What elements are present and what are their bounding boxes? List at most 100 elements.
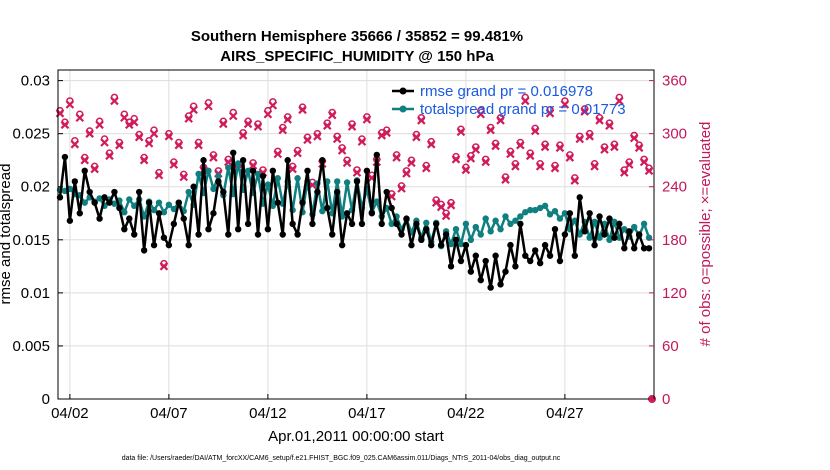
rmse-point: [185, 241, 192, 249]
rmse-point: [576, 194, 583, 201]
totalspread-point: [185, 188, 192, 196]
rmse-point: [556, 257, 564, 265]
rmse-point: [383, 188, 390, 196]
totalspread-point: [452, 225, 460, 233]
obs-evaluated-point: [110, 96, 119, 106]
rmse-point: [497, 281, 504, 288]
y2-tick-label: 180: [662, 232, 687, 249]
obs-evaluated-point: [189, 105, 198, 115]
obs-evaluated-point: [224, 157, 233, 167]
totalspread-point: [210, 185, 217, 193]
obs-evaluated-point: [595, 116, 604, 125]
obs-evaluated-point: [451, 155, 461, 164]
totalspread-point: [507, 220, 514, 228]
obs-evaluated-point: [332, 134, 342, 144]
obs-evaluated-point: [164, 132, 174, 141]
totalspread-point: [388, 220, 395, 228]
rmse-point: [601, 231, 608, 238]
rmse-point: [442, 231, 450, 238]
rmse-point: [86, 188, 93, 196]
rmse-point: [616, 220, 623, 228]
legend-rmse-label: rmse grand pr = 0.016978: [420, 83, 593, 100]
obs-evaluated-point: [639, 157, 649, 167]
totalspread-point: [640, 220, 648, 228]
rmse-series: [56, 149, 653, 291]
totalspread-point: [546, 211, 554, 218]
totalspread-point: [482, 215, 489, 222]
rmse-point: [472, 252, 479, 259]
obs-evaluated-point: [204, 101, 213, 111]
obs-evaluated-point: [392, 153, 401, 162]
x-tick-label: 04/22: [447, 405, 485, 422]
rmse-point: [225, 231, 232, 238]
obs-evaluated-point: [288, 164, 297, 174]
totalspread-point: [497, 225, 504, 233]
chart-title: Southern Hemisphere 35666 / 35852 = 99.4…: [191, 28, 523, 45]
rmse-point: [373, 151, 380, 159]
totalspread-point: [457, 240, 465, 248]
obs-evaluated-point: [70, 140, 80, 149]
rmse-point: [175, 199, 182, 206]
rmse-point: [408, 241, 415, 249]
obs-evaluated-point: [545, 109, 555, 118]
rmse-point: [314, 188, 321, 196]
rmse-point: [106, 199, 113, 206]
totalspread-point: [447, 240, 455, 248]
rmse-point: [160, 234, 168, 241]
obs-evaluated-point: [506, 149, 515, 159]
totalspread-point: [586, 234, 593, 241]
totalspread-point: [121, 209, 128, 216]
rmse-point: [205, 225, 212, 233]
y-tick-label: 0.015: [12, 232, 50, 249]
obs-evaluated-point: [620, 168, 629, 177]
x-axis-label: Apr.01,2011 00:00:00 start: [268, 428, 445, 445]
rmse-point: [586, 210, 593, 217]
rmse-point: [140, 247, 148, 254]
obs-evaluated-point: [466, 154, 476, 163]
rmse-point: [551, 225, 559, 233]
totalspread-point: [645, 234, 653, 241]
legend-spread-marker: [399, 105, 407, 113]
obs-evaluated-point: [496, 116, 505, 125]
rmse-point: [264, 225, 272, 233]
totalspread-point: [527, 206, 534, 214]
obs-evaluated-point: [397, 184, 406, 193]
rmse-point: [126, 215, 133, 222]
obs-evaluated-point: [169, 160, 179, 169]
totalspread-point: [551, 207, 559, 215]
totalspread-point: [111, 200, 118, 207]
totalspread-point: [254, 170, 262, 178]
y-axis-right: 0 60 120 180 240 300 360: [649, 73, 687, 408]
obs-evaluated-point: [426, 140, 436, 149]
obs-evaluated-point: [471, 145, 481, 154]
rmse-point: [527, 257, 534, 265]
rmse-point: [309, 220, 316, 228]
totalspread-point: [596, 234, 603, 241]
obs-evaluated-point: [585, 132, 594, 141]
totalspread-point: [150, 206, 158, 214]
footer-data-file: data file: /Users/raeder/DAI/ATM_forcXX/…: [122, 455, 561, 462]
totalspread-point: [333, 178, 341, 185]
x-tick-label: 04/07: [150, 405, 188, 422]
rmse-point: [215, 178, 222, 185]
legend-spread-label: totalspread grand pr = 0.01773: [420, 101, 626, 118]
rmse-point: [259, 172, 267, 180]
obs-evaluated-point: [476, 109, 486, 119]
chart-subtitle: AIRS_SPECIFIC_HUMIDITY @ 150 hPa: [220, 48, 494, 65]
obs-evaluated-point: [555, 143, 565, 153]
rmse-point: [536, 259, 544, 267]
y2-tick-label: 360: [662, 73, 687, 90]
obs-evaluated-point: [298, 105, 307, 115]
rmse-point: [230, 149, 237, 156]
rmse-point: [254, 231, 262, 238]
obs-evaluated-point: [521, 96, 530, 106]
rmse-point: [239, 157, 247, 164]
rmse-point: [343, 210, 351, 217]
obs-evaluated-point: [560, 100, 570, 109]
totalspread-point: [502, 213, 509, 220]
obs-evaluated-point: [303, 135, 312, 145]
y2-axis-label: # of obs: o=possible; ×=evaluated: [697, 122, 714, 347]
rmse-point: [71, 178, 79, 185]
obs-evaluated-point: [174, 140, 184, 150]
